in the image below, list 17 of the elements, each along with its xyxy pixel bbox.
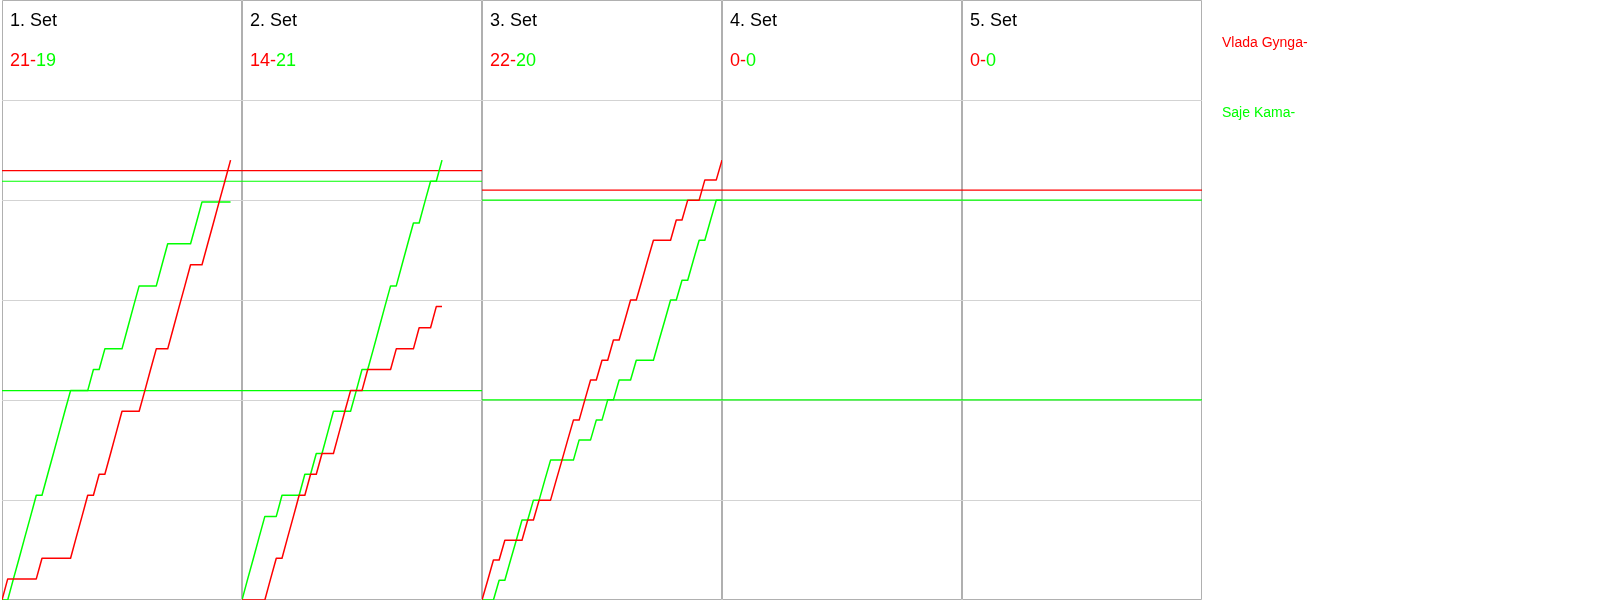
text: 0- [730,50,747,70]
text: 19 [36,50,57,70]
text: 21- [10,50,36,70]
text: 4. Set [730,10,778,31]
text: 0 [746,50,757,70]
text: Vlada Gynga- [1222,34,1308,50]
text: 0 [986,50,997,70]
text: 5. Set [970,10,1018,31]
chart-title: 2. Set [250,10,298,31]
text: 0- [970,50,987,70]
text: Saje Kama- [1222,104,1296,120]
text: 21 [276,50,297,70]
text: 20 [516,50,537,70]
text: 22- [490,50,516,70]
text: 14- [250,50,276,70]
chart-title: 3. Set [490,10,538,31]
chart-title: 1. Set [10,10,58,31]
